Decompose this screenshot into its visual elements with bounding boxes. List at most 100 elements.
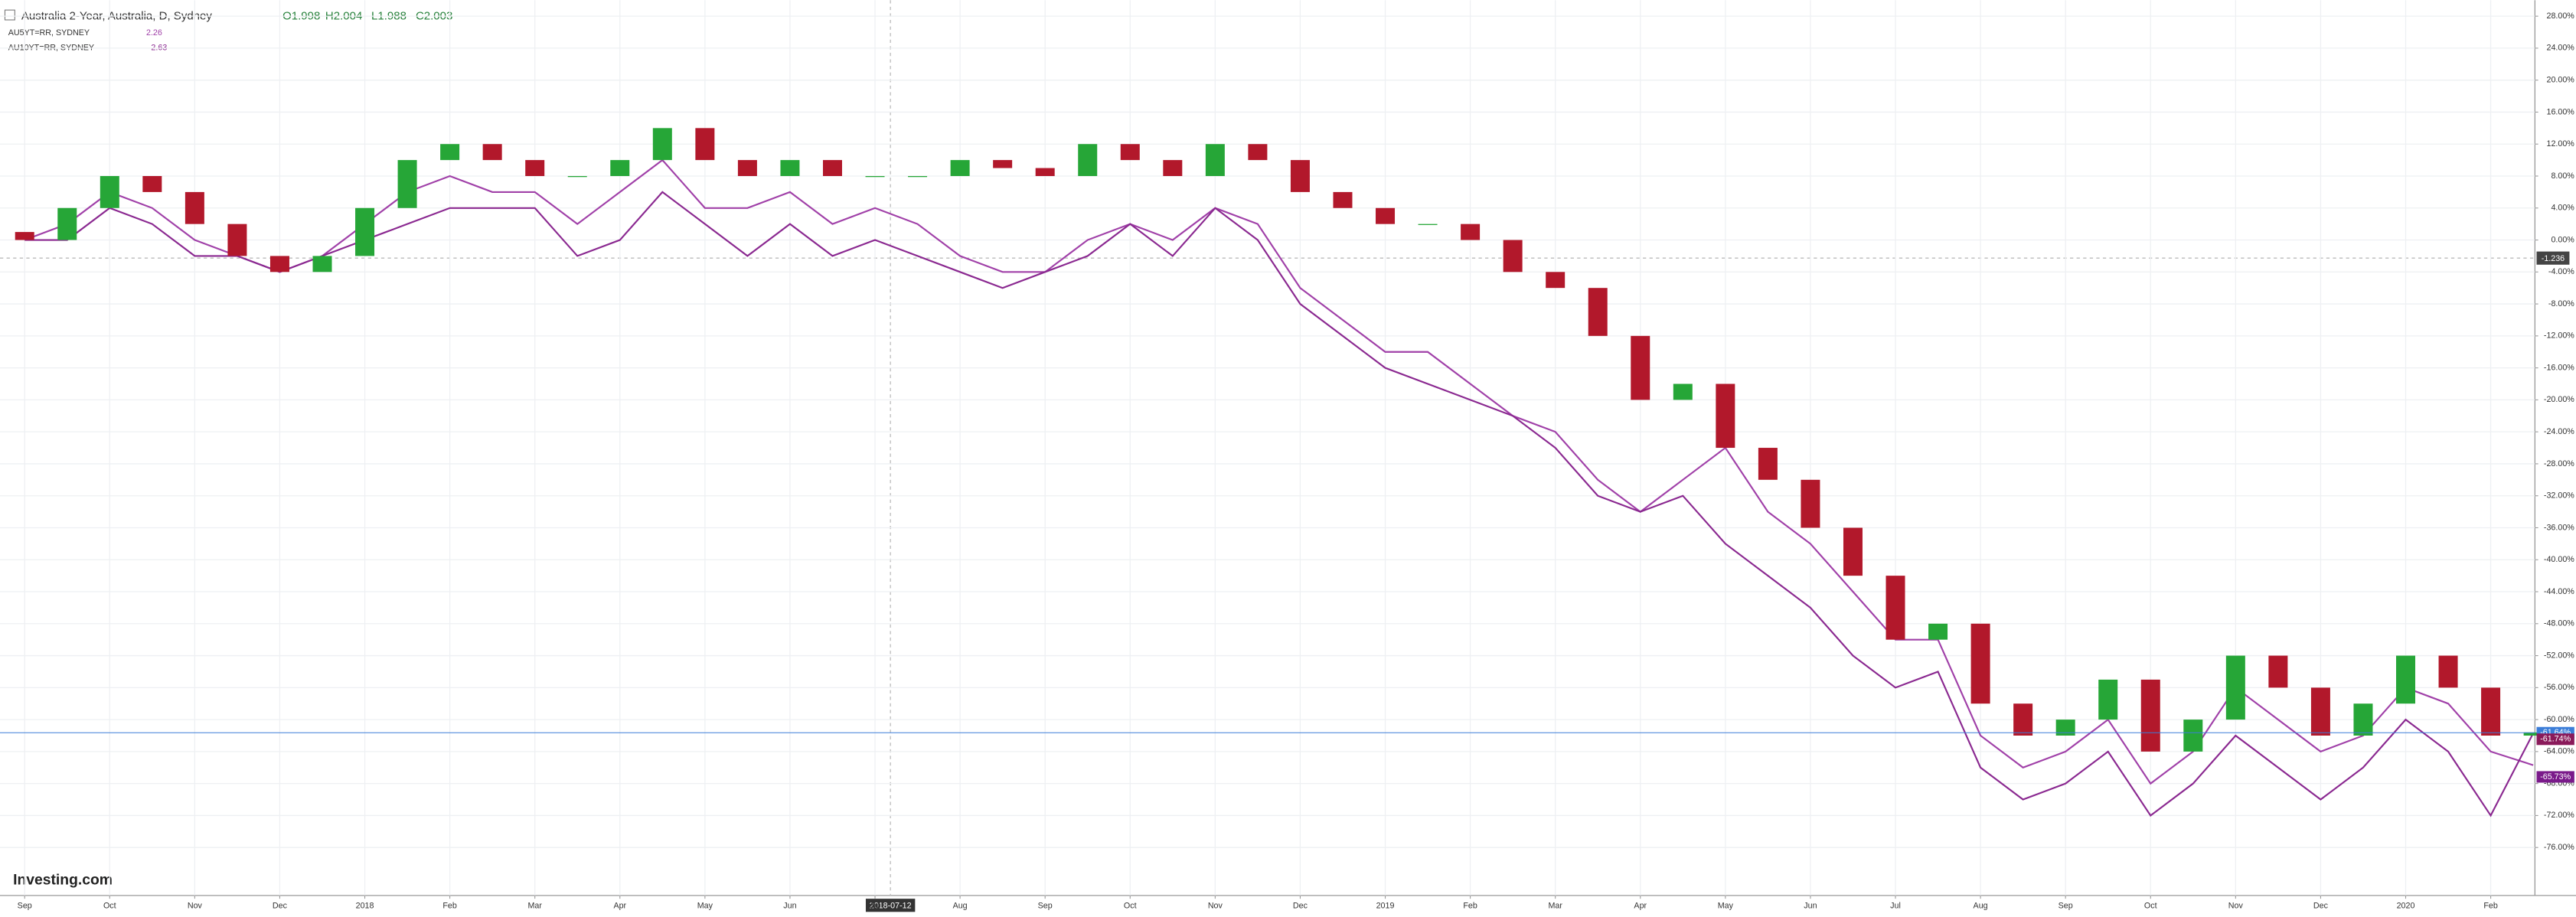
y-tick-label: -12.00%: [2544, 331, 2574, 341]
candle-body: [1885, 576, 1905, 640]
candle-body: [57, 207, 77, 240]
y-tick-label: 12.00%: [2546, 139, 2574, 148]
candle-body: [1588, 288, 1608, 336]
y-tick-label: -40.00%: [2544, 555, 2574, 564]
y-tick-label: -72.00%: [2544, 811, 2574, 820]
x-tick-label: 2019: [1376, 902, 1395, 911]
candle-body: [695, 128, 715, 161]
candle-body: [2183, 720, 2203, 752]
x-tick-label: Sep: [18, 902, 32, 911]
candle-body: [142, 175, 162, 192]
crosshair-x-box: [865, 899, 916, 912]
y-tick-label: -32.00%: [2544, 491, 2574, 501]
y-tick-label: -64.00%: [2544, 747, 2574, 756]
y-tick-label: 28.00%: [2546, 11, 2574, 21]
candle-body: [737, 160, 757, 176]
y-tick-label: -44.00%: [2544, 587, 2574, 596]
candle-body: [440, 144, 460, 161]
candle-body: [1418, 224, 1438, 225]
candle-body: [2523, 732, 2543, 736]
candle-body: [1248, 144, 1268, 161]
y-tick-label: -16.00%: [2544, 363, 2574, 372]
price-label: -61.64%: [2540, 728, 2571, 737]
candle-body: [908, 175, 928, 178]
candle-body: [1673, 383, 1693, 400]
y-tick-label: -52.00%: [2544, 651, 2574, 660]
candle-body: [2481, 687, 2501, 736]
x-tick-label: May: [697, 902, 713, 911]
logo: Investing.com: [13, 873, 113, 889]
price-label: -61.74%: [2540, 735, 2571, 744]
candle-body: [184, 191, 204, 224]
candle-body: [2098, 679, 2118, 720]
x-tick-label: Oct: [103, 902, 116, 911]
y-tick-label: -4.00%: [2548, 267, 2574, 276]
candle-body: [1503, 240, 1523, 272]
price-label: -65.73%: [2540, 772, 2571, 782]
crosshair-y-box: [2536, 251, 2570, 265]
x-tick-label: Jul: [1890, 902, 1901, 911]
candle-body: [227, 224, 247, 256]
y-tick-label: -56.00%: [2544, 683, 2574, 692]
y-tick-label: -76.00%: [2544, 843, 2574, 852]
candle-body: [1120, 144, 1140, 161]
x-tick-label: Jun: [783, 902, 796, 911]
candle-body: [1461, 224, 1481, 240]
x-tick-label: Feb: [442, 902, 457, 911]
candle-body: [865, 175, 885, 178]
candle-body: [1078, 144, 1098, 176]
candle-body: [2396, 655, 2416, 704]
candle-body: [610, 160, 630, 176]
candle-body: [15, 232, 34, 240]
candle-body: [1290, 160, 1310, 192]
x-tick-label: 2018: [356, 902, 374, 911]
candle-body: [269, 256, 289, 272]
y-tick-label: -8.00%: [2548, 299, 2574, 308]
y-tick-label: 24.00%: [2546, 44, 2574, 53]
x-tick-label: Mar: [527, 902, 542, 911]
collapse-icon[interactable]: [4, 9, 15, 21]
x-tick-label: Sep: [1038, 902, 1053, 911]
x-tick-label: Jul: [870, 902, 880, 911]
candle-body: [1631, 335, 1650, 400]
candle-body: [2225, 655, 2245, 720]
candle-body: [652, 128, 672, 161]
candle-body: [2013, 703, 2033, 736]
legend-name[interactable]: AU5YT=RR, SYDNEY: [8, 28, 90, 38]
candle-body: [2140, 679, 2160, 752]
y-tick-label: -60.00%: [2544, 715, 2574, 724]
x-tick-label: Nov: [2228, 902, 2244, 911]
candle-body: [1970, 623, 1990, 704]
y-tick-label: -24.00%: [2544, 427, 2574, 436]
x-tick-label: Nov: [1208, 902, 1223, 911]
candle-body: [567, 175, 587, 178]
candle-body: [2438, 655, 2458, 688]
price-label-box: [2536, 771, 2574, 783]
x-tick-label: Dec: [1293, 902, 1308, 911]
price-label-box: [2536, 733, 2574, 746]
crosshair-y-label: -1.236: [2542, 254, 2565, 263]
candle-body: [2353, 703, 2373, 736]
candle-body: [2268, 655, 2288, 688]
candle-body: [1801, 479, 1820, 528]
x-tick-label: Sep: [2059, 902, 2073, 911]
x-tick-label: Apr: [613, 902, 626, 911]
candle-body: [1035, 168, 1055, 176]
candle-body: [1333, 191, 1353, 208]
candle-body: [355, 207, 375, 256]
candle-body: [525, 160, 545, 176]
x-tick-label: Mar: [1548, 902, 1562, 911]
candle-body: [482, 144, 502, 161]
x-tick-label: Feb: [1463, 902, 1477, 911]
crosshair-x-label: 2018-07-12: [870, 902, 912, 911]
candle-body: [1163, 160, 1183, 176]
line-series: [24, 158, 2534, 785]
x-tick-label: Oct: [2144, 902, 2157, 911]
x-tick-label: Jun: [1804, 902, 1817, 911]
candle-body: [950, 160, 970, 176]
y-tick-label: -20.00%: [2544, 395, 2574, 404]
x-tick-label: 2020: [2397, 902, 2415, 911]
